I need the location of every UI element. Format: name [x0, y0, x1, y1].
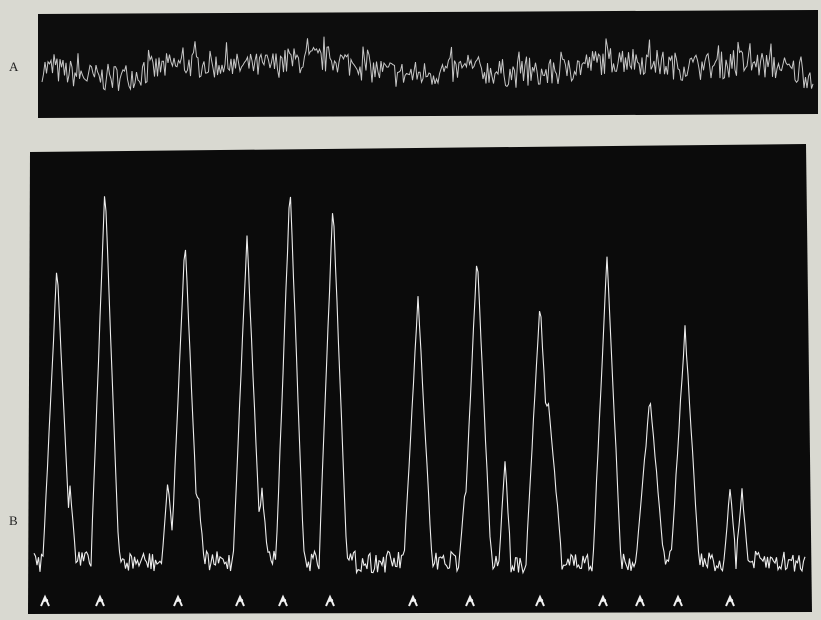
panel-b-trace-field [28, 144, 812, 614]
panel-a-trace-field [38, 10, 818, 118]
figure: A B [0, 0, 821, 620]
panel-label: A [9, 59, 19, 74]
panel-label: B [9, 513, 18, 528]
